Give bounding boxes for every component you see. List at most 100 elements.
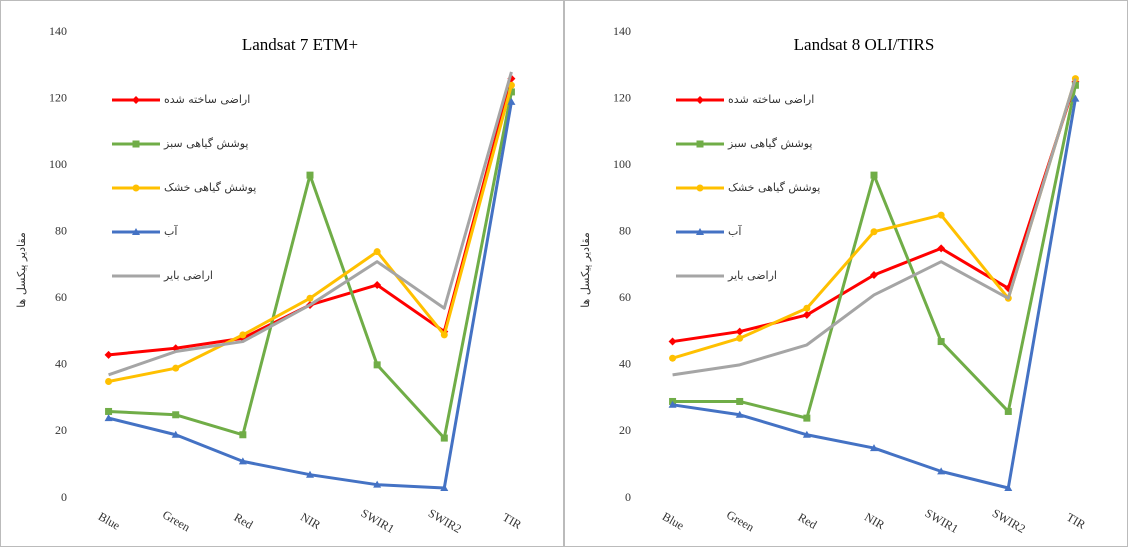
marker	[105, 378, 113, 385]
x-tick-label: TIR	[1064, 510, 1088, 532]
y-tick-label: 40	[619, 357, 631, 371]
marker	[937, 244, 946, 253]
marker	[803, 304, 811, 312]
legend-label: پوشش گیاهی خشک	[164, 181, 256, 194]
marker	[306, 171, 314, 179]
marker	[238, 457, 247, 465]
marker	[104, 350, 113, 359]
y-tick-label: 100	[613, 157, 631, 171]
y-tick-label: 60	[619, 290, 631, 304]
legend-label: آب	[164, 224, 178, 238]
marker	[803, 414, 811, 422]
marker	[440, 434, 448, 442]
marker	[373, 480, 382, 488]
series-line	[672, 78, 1077, 360]
marker	[172, 411, 180, 419]
marker	[1071, 81, 1079, 89]
marker	[802, 310, 811, 319]
marker	[937, 338, 945, 346]
marker	[132, 140, 140, 148]
chart-title: Landsat 7 ETM+	[242, 35, 358, 54]
legend-label: اراضی ساخته شده	[164, 93, 250, 106]
marker	[132, 228, 140, 235]
legend-label: پوشش گیاهی سبز	[163, 137, 248, 150]
y-tick-label: 20	[619, 423, 631, 437]
marker	[1071, 94, 1080, 102]
marker	[1004, 407, 1012, 415]
x-tick-label: SWIR2	[426, 506, 464, 536]
marker	[870, 228, 878, 236]
series-line	[108, 71, 513, 377]
y-tick-label: 80	[55, 223, 67, 237]
marker	[735, 410, 744, 418]
y-tick-label: 120	[49, 90, 67, 104]
x-tick-label: Green	[724, 508, 756, 535]
x-tick-label: Green	[160, 508, 192, 535]
marker	[373, 361, 381, 369]
marker	[507, 97, 516, 105]
y-tick-label: 120	[613, 90, 631, 104]
legend-label: پوشش گیاهی سبز	[727, 137, 812, 150]
x-tick-label: SWIR1	[923, 506, 961, 536]
x-tick-label: SWIR1	[359, 506, 397, 536]
marker	[440, 484, 449, 492]
y-axis-label: مقادیر پیکسل ها	[579, 232, 592, 308]
marker	[171, 430, 180, 438]
x-tick-label: TIR	[500, 510, 524, 532]
legend-label: پوشش گیاهی خشک	[728, 181, 820, 194]
y-tick-label: 140	[613, 24, 631, 38]
series-line	[672, 84, 1077, 420]
marker	[306, 470, 314, 478]
marker	[668, 337, 677, 346]
legend-label: اراضی بایر	[163, 269, 213, 282]
y-tick-label: 60	[55, 290, 67, 304]
series-line	[672, 78, 1077, 377]
marker	[172, 364, 180, 372]
marker	[735, 327, 744, 336]
marker	[696, 228, 704, 235]
marker	[870, 270, 878, 279]
marker	[239, 431, 247, 439]
chart-title: Landsat 8 OLI/TIRS	[794, 35, 935, 54]
marker	[696, 140, 704, 148]
marker	[696, 96, 704, 104]
y-tick-label: 0	[61, 490, 67, 504]
marker	[668, 400, 677, 408]
marker	[937, 211, 945, 219]
y-tick-label: 80	[619, 223, 631, 237]
marker	[306, 294, 314, 302]
x-tick-label: Blue	[660, 509, 687, 532]
y-tick-label: 20	[55, 423, 67, 437]
y-tick-label: 0	[625, 490, 631, 504]
marker	[440, 331, 448, 339]
marker	[937, 467, 946, 475]
marker	[870, 171, 878, 179]
x-tick-label: NIR	[298, 510, 323, 532]
x-tick-label: Red	[796, 510, 820, 532]
y-tick-label: 40	[55, 357, 67, 371]
marker	[104, 414, 113, 422]
x-tick-label: Red	[232, 510, 256, 532]
legend-label: اراضی بایر	[727, 269, 777, 282]
y-tick-label: 140	[49, 24, 67, 38]
legend-label: اراضی ساخته شده	[728, 93, 814, 106]
marker	[669, 354, 677, 362]
series-line	[672, 81, 1077, 344]
marker	[105, 407, 113, 415]
marker	[373, 248, 381, 256]
marker	[132, 184, 140, 192]
panel-border	[0, 0, 564, 547]
x-tick-label: SWIR2	[990, 506, 1028, 536]
marker	[802, 430, 811, 438]
marker	[373, 280, 382, 289]
y-axis-label: مقادیر پیکسل ها	[15, 232, 28, 308]
y-tick-label: 100	[49, 157, 67, 171]
x-tick-label: NIR	[862, 510, 887, 532]
marker	[132, 96, 140, 104]
legend-label: آب	[728, 224, 742, 238]
marker	[736, 397, 744, 405]
marker	[736, 334, 744, 342]
marker	[239, 331, 247, 339]
marker	[696, 184, 704, 192]
